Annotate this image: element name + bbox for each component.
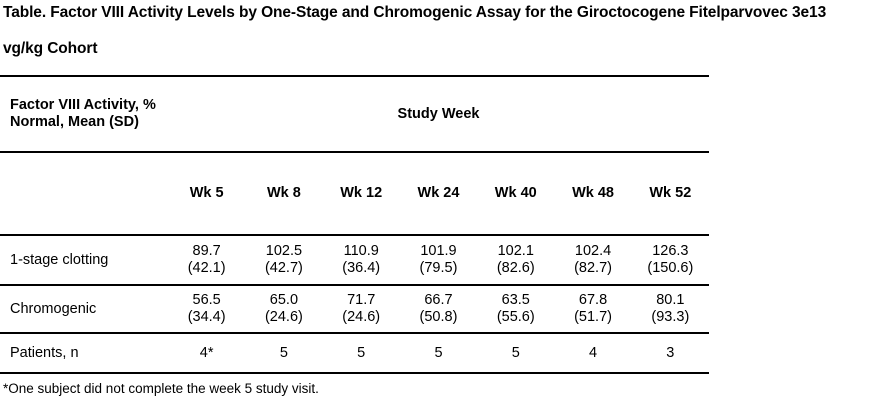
mean-value: 126.3	[652, 243, 689, 259]
data-cell: 80.1 (93.3)	[632, 285, 709, 333]
data-cell: 67.8 (51.7)	[554, 285, 631, 333]
row-label: Chromogenic	[10, 300, 97, 317]
footnote: *One subject did not complete the week 5…	[3, 381, 319, 396]
corner-header-line-1: Factor VIII Activity, %	[10, 97, 156, 113]
mean-value: 102.1	[497, 243, 534, 259]
sd-value: (150.6)	[647, 260, 694, 276]
data-cell: 101.9 (79.5)	[400, 235, 477, 285]
sd-value: (79.5)	[419, 260, 458, 276]
week-header-wk40: Wk 40	[494, 185, 537, 201]
mean-value: 71.7	[347, 292, 376, 308]
week-header-wk12: Wk 12	[340, 185, 383, 201]
data-cell: 65.0 (24.6)	[245, 285, 322, 333]
data-cell: 66.7 (50.8)	[400, 285, 477, 333]
week-header-wk48: Wk 48	[572, 185, 614, 201]
data-cell: 102.1 (82.6)	[477, 235, 554, 285]
sd-value: (50.8)	[419, 309, 458, 325]
sd-value: (36.4)	[342, 260, 381, 276]
mean-value: 80.1	[656, 292, 685, 308]
data-cell: 110.9 (36.4)	[323, 235, 400, 285]
empty-cell	[0, 152, 168, 235]
data-cell: 3	[666, 344, 675, 361]
sd-value: (24.6)	[342, 309, 381, 325]
data-cell: 89.7 (42.1)	[168, 235, 245, 285]
corner-header: Factor VIII Activity, % Normal, Mean (SD…	[0, 76, 168, 152]
mean-value: 63.5	[501, 292, 530, 308]
header-row-weeks: Wk 5 Wk 8 Wk 12 Wk 24 Wk 40 Wk 48 Wk 52	[0, 152, 709, 235]
table-row-one-stage-clotting: 1-stage clotting 89.7 (42.1) 102.5 (42.7…	[0, 235, 709, 285]
sd-value: (51.7)	[574, 309, 612, 325]
week-header-wk52: Wk 52	[649, 185, 692, 201]
data-cell: 63.5 (55.6)	[477, 285, 554, 333]
table-title-line-1: Table. Factor VIII Activity Levels by On…	[3, 4, 827, 21]
data-cell: 71.7 (24.6)	[323, 285, 400, 333]
sd-value: (82.7)	[574, 260, 612, 276]
mean-value: 56.5	[192, 292, 221, 308]
header-row-group: Factor VIII Activity, % Normal, Mean (SD…	[0, 76, 709, 152]
table-row-chromogenic: Chromogenic 56.5 (34.4) 65.0 (24.6) 71.7…	[0, 285, 709, 333]
row-label: Patients, n	[10, 344, 79, 361]
mean-value: 102.4	[574, 243, 612, 259]
mean-value: 65.0	[269, 292, 299, 308]
corner-header-line-2: Normal, Mean (SD)	[10, 114, 139, 130]
mean-value: 102.5	[265, 243, 303, 259]
data-cell: 5	[434, 344, 443, 361]
week-header-wk8: Wk 8	[267, 185, 301, 201]
table-row-patients-n: Patients, n 4* 5 5 5 5 4 3	[0, 333, 709, 373]
sd-value: (24.6)	[264, 309, 303, 325]
sd-value: (42.1)	[187, 260, 226, 276]
mean-value: 67.8	[578, 292, 608, 308]
row-label: 1-stage clotting	[10, 251, 109, 268]
study-week-group-header: Study Week	[397, 105, 480, 122]
sd-value: (93.3)	[651, 309, 690, 325]
data-cell: 5	[357, 344, 366, 361]
mean-value: 101.9	[420, 243, 457, 259]
data-cell: 56.5 (34.4)	[168, 285, 245, 333]
mean-value: 110.9	[343, 243, 379, 259]
mean-value: 89.7	[192, 243, 221, 259]
sd-value: (42.7)	[264, 260, 303, 276]
data-cell: 5	[279, 344, 288, 361]
data-cell: 102.5 (42.7)	[245, 235, 322, 285]
data-cell: 4	[589, 344, 598, 361]
mean-value: 66.7	[424, 292, 453, 308]
data-cell: 4*	[199, 344, 214, 361]
data-cell: 5	[511, 344, 520, 361]
data-cell: 102.4 (82.7)	[554, 235, 631, 285]
sd-value: (34.4)	[187, 309, 226, 325]
table-title-line-2: vg/kg Cohort	[3, 40, 98, 57]
factor-viii-activity-table: Factor VIII Activity, % Normal, Mean (SD…	[0, 75, 709, 374]
sd-value: (82.6)	[496, 260, 535, 276]
table-title: Table. Factor VIII Activity Levels by On…	[0, 0, 871, 58]
sd-value: (55.6)	[496, 309, 535, 325]
data-cell: 126.3 (150.6)	[632, 235, 709, 285]
week-header-wk24: Wk 24	[417, 185, 460, 201]
week-header-wk5: Wk 5	[189, 185, 224, 201]
